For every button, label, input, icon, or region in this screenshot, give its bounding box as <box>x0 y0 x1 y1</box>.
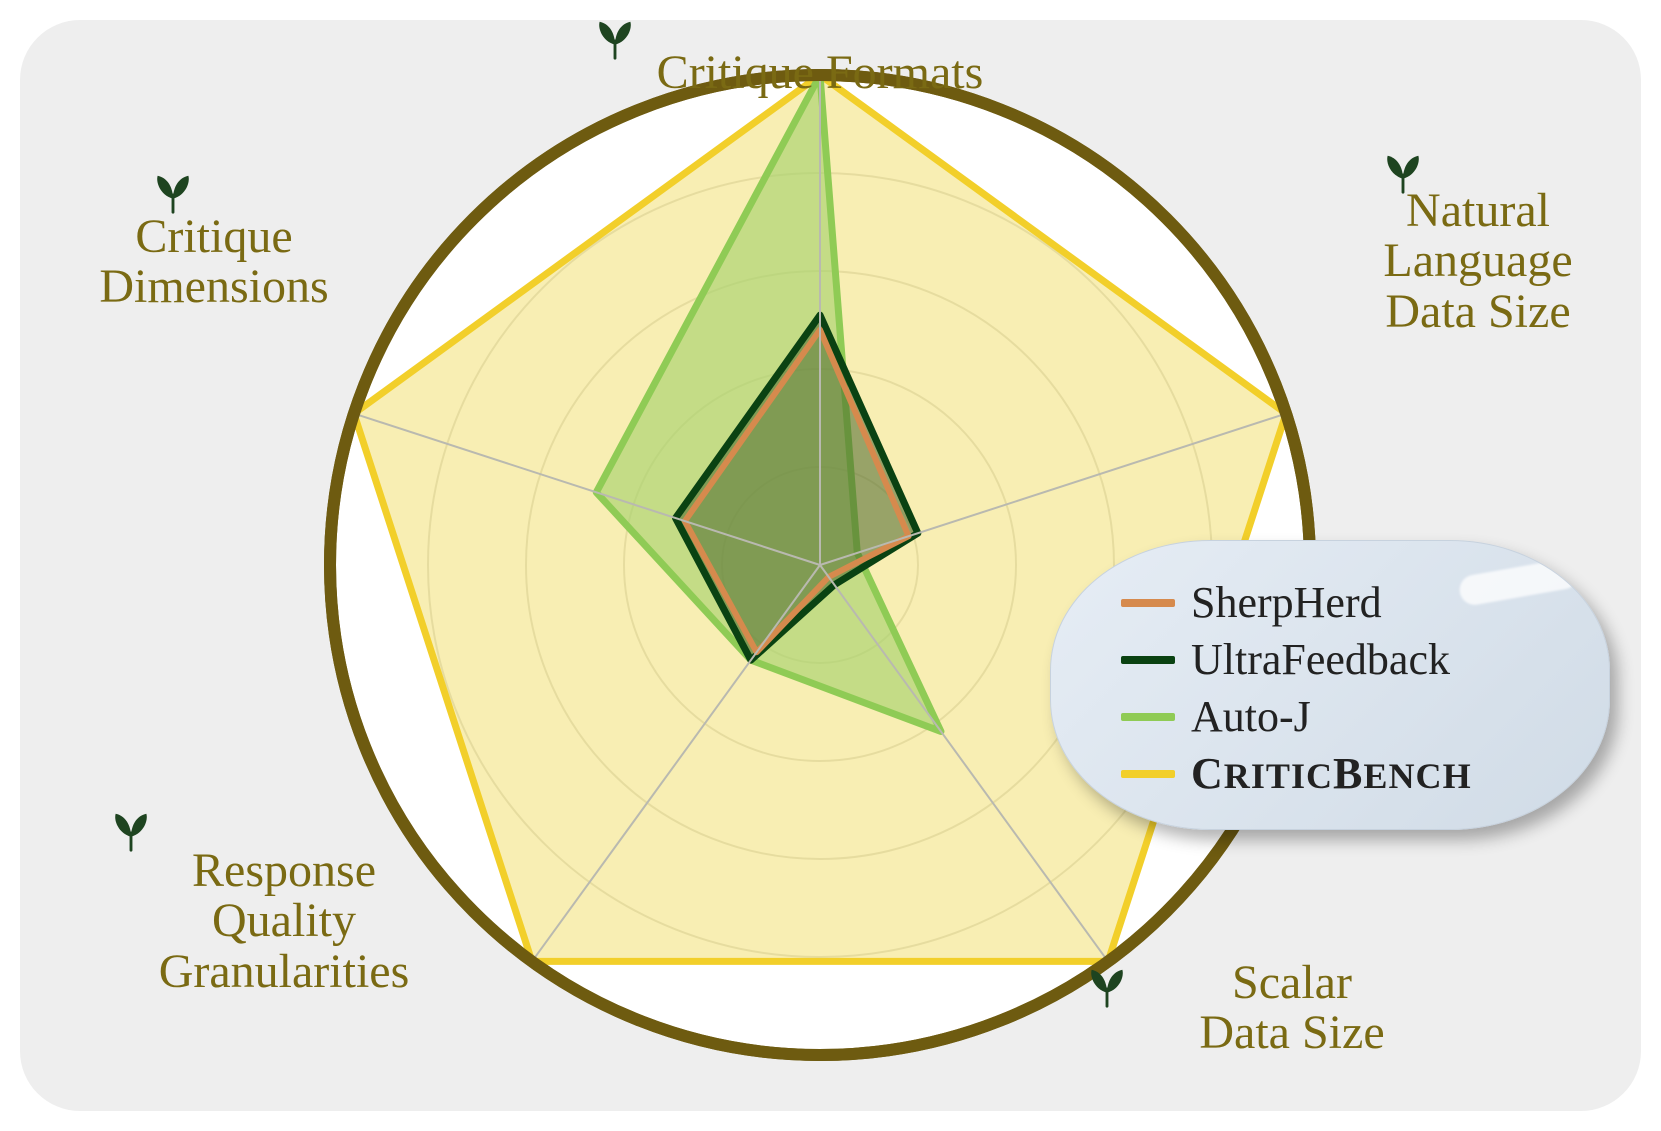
leaf-icon <box>1380 150 1426 196</box>
legend-label: SherpHerd <box>1191 577 1382 628</box>
leaf-icon <box>108 808 154 854</box>
chart-stage: Critique Formats Natural Language Data S… <box>0 0 1661 1131</box>
legend-item-ultrafeedback: UltraFeedback <box>1121 634 1519 685</box>
legend-swatch <box>1121 713 1175 721</box>
leaf-icon <box>1084 964 1130 1010</box>
axis-label-nl-data-size: Natural Language Data Size <box>1383 186 1572 337</box>
axis-label-scalar-data-size: Scalar Data Size <box>1199 958 1384 1059</box>
axis-label-critique-dimensions: Critique Dimensions <box>99 212 328 313</box>
leaf-icon <box>150 170 196 216</box>
legend: SherpHerd UltraFeedback Auto-J CRITICBEN… <box>1050 540 1610 830</box>
legend-swatch <box>1121 770 1175 778</box>
legend-label: Auto-J <box>1191 691 1311 742</box>
legend-item-sherpherd: SherpHerd <box>1121 577 1519 628</box>
legend-item-criticbench: CRITICBENCH <box>1121 748 1519 799</box>
legend-swatch <box>1121 599 1175 607</box>
legend-swatch <box>1121 656 1175 664</box>
axis-label-response-quality-granularities: Response Quality Granularities <box>159 846 410 997</box>
legend-label: CRITICBENCH <box>1191 748 1472 799</box>
legend-item-auto-j: Auto-J <box>1121 691 1519 742</box>
axis-label-critique-formats: Critique Formats <box>657 48 984 98</box>
leaf-icon <box>592 16 638 62</box>
legend-label: UltraFeedback <box>1191 634 1450 685</box>
